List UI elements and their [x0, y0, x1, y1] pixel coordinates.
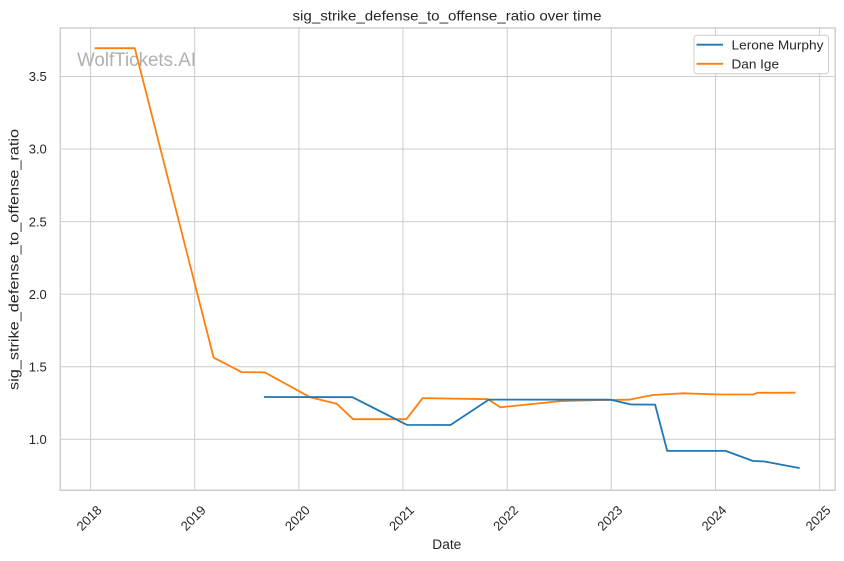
svg-text:2022: 2022	[490, 503, 521, 534]
svg-text:3.5: 3.5	[29, 69, 47, 84]
svg-text:1.0: 1.0	[29, 432, 47, 447]
svg-text:2024: 2024	[698, 503, 729, 534]
svg-text:WolfTickets.AI: WolfTickets.AI	[77, 49, 196, 71]
svg-text:2023: 2023	[594, 503, 625, 534]
svg-text:Lerone Murphy: Lerone Murphy	[732, 37, 825, 52]
svg-text:2018: 2018	[74, 503, 105, 534]
svg-text:Dan Ige: Dan Ige	[732, 57, 780, 72]
svg-text:sig_strike_defense_to_offense_: sig_strike_defense_to_offense_ratio	[7, 129, 23, 390]
svg-text:3.0: 3.0	[29, 142, 47, 157]
svg-text:2019: 2019	[178, 503, 209, 534]
svg-text:2.5: 2.5	[29, 214, 47, 229]
svg-text:2.0: 2.0	[29, 287, 47, 302]
svg-text:2020: 2020	[282, 503, 313, 534]
svg-text:1.5: 1.5	[29, 359, 47, 374]
svg-text:Date: Date	[432, 537, 461, 553]
svg-text:2021: 2021	[386, 503, 417, 534]
svg-text:sig_strike_defense_to_offense_: sig_strike_defense_to_offense_ratio over…	[293, 7, 602, 23]
svg-text:2025: 2025	[803, 503, 834, 534]
